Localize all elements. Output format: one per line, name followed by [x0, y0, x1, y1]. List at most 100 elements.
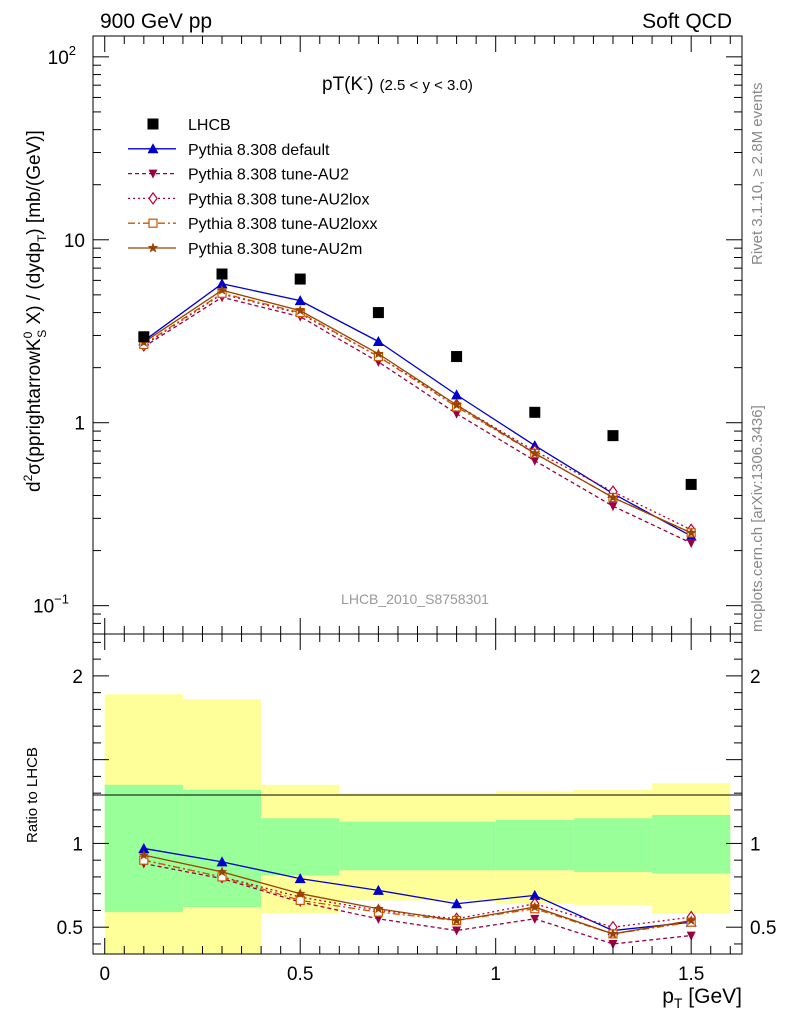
main-y-tick-label: 10 [64, 231, 85, 252]
ratio-series-marker [216, 866, 228, 877]
ratio-band-green [339, 821, 418, 871]
xlabel-sub: T [674, 995, 683, 1011]
ratio-series-marker [452, 926, 462, 936]
ratio-series-line [143, 854, 692, 935]
lhcb-data-point [294, 273, 306, 285]
ratio-series-group [138, 842, 697, 949]
lhcb-data-point [451, 351, 463, 363]
rivet-label: Rivet 3.1.10, ≥ 2.8M events [749, 83, 766, 266]
x-tick-label: 1.5 [678, 964, 704, 985]
ratio-series-marker [608, 939, 618, 949]
ratio-series-marker [373, 914, 383, 924]
x-axis-label: pT [GeV] [662, 985, 742, 1011]
ratio-series-marker [529, 901, 541, 912]
main-y-axis-label: d2σ(pprightarrowK0S X) / (dydpT) [mb/(Ge… [21, 130, 49, 492]
legend-marker [148, 191, 158, 205]
ratio-band-green [652, 814, 731, 874]
main-series-marker [373, 348, 384, 359]
xlabel-p: p [662, 985, 674, 1008]
ratio-series-marker [607, 928, 619, 939]
main-series-marker [372, 335, 384, 346]
x-tick-label: 0 [99, 964, 110, 985]
ratio-series-line [143, 847, 692, 932]
legend-item: Pythia 8.308 tune-AU2 [128, 167, 349, 184]
ratio-y-tick-label-right: 0.5 [750, 918, 776, 939]
lhcb-data-point [607, 430, 619, 442]
ratio-series-marker [216, 856, 228, 867]
ratio-series-marker [685, 914, 697, 925]
legend-marker [147, 118, 159, 130]
main-series-marker [530, 456, 540, 466]
legend-item: Pythia 8.308 tune-AU2lox [128, 191, 369, 208]
main-series-line [143, 292, 692, 534]
ratio-series-marker [294, 873, 306, 884]
x-tick-label: 0.5 [287, 964, 313, 985]
ylabel-sup0: 0 [21, 331, 35, 338]
main-series-marker [686, 539, 696, 549]
legend-marker [148, 169, 158, 179]
legend-label: Pythia 8.308 tune-AU2loxx [188, 216, 377, 233]
ratio-series-marker [451, 898, 463, 909]
main-series-marker [451, 389, 463, 400]
plot-title-close: ) [367, 74, 373, 95]
main-y-tick-label: 1 [74, 414, 85, 435]
ylabel-subT: T [35, 234, 49, 242]
analysis-id: LHCB_2010_S8758301 [341, 591, 489, 607]
ratio-series-line [143, 862, 692, 945]
main-series-marker [216, 284, 228, 295]
ratio-series-marker [294, 888, 306, 899]
ratio-y-tick-label-right: 2 [750, 667, 761, 688]
ylabel-d: d [24, 481, 45, 492]
main-series-marker [608, 502, 618, 512]
main-series-line [143, 293, 692, 531]
main-series-marker [294, 305, 306, 316]
plot-title: pT(K-) (2.5 < y < 3.0) [322, 71, 473, 95]
x-tick-label: 1 [490, 964, 501, 985]
ylabel-sup2: 2 [21, 474, 35, 481]
plot-title-range: (2.5 < y < 3.0) [380, 77, 473, 94]
main-series-marker [607, 492, 619, 502]
plot-title-sup: - [363, 71, 367, 85]
legend-label: Pythia 8.308 default [188, 142, 330, 159]
mcplots-label: mcplots.cern.ch [arXiv:1306.3436] [749, 405, 766, 632]
ratio-series-marker [373, 903, 384, 914]
lhcb-data-point [216, 268, 228, 280]
ratio-series-marker [686, 931, 696, 941]
lhcb-data-point [685, 478, 697, 490]
ratio-band-green [417, 821, 496, 871]
ylabel-sigma: σ(pprightarrowK [24, 338, 45, 475]
ratio-series-marker [138, 849, 150, 860]
ratio-y-axis: 0.5 0.5 1 1 2 2 [57, 641, 776, 945]
ratio-band-green [495, 819, 574, 871]
legend-item: Pythia 8.308 default [128, 142, 330, 159]
ratio-series-marker [529, 889, 541, 900]
ratio-series-marker [295, 895, 305, 905]
ratio-series-marker [138, 842, 150, 853]
lhcb-data-point [372, 307, 384, 319]
ratio-series-marker [372, 884, 384, 895]
main-series-marker [529, 447, 541, 458]
ratio-y-tick-label: 2 [72, 667, 83, 688]
ratio-band-green [182, 789, 262, 908]
ratio-band-green [573, 818, 653, 872]
legend-item: LHCB [147, 117, 231, 134]
main-y-tick-label: 10−1 [33, 592, 69, 618]
lhcb-data-point [529, 406, 541, 418]
ratio-y-tick-label: 1 [72, 834, 83, 855]
main-series-marker [685, 527, 697, 538]
main-series-line [143, 283, 692, 537]
main-series-group [138, 278, 697, 549]
header-left: 900 GeV pp [100, 10, 212, 33]
header-right: Soft QCD [642, 10, 732, 33]
main-series-marker [452, 409, 462, 419]
ratio-band-green [261, 818, 340, 876]
legend-marker [147, 143, 159, 154]
legend-label: Pythia 8.308 tune-AU2lox [188, 191, 369, 208]
ratio-series-line [143, 859, 692, 928]
plot-title-main: pT(K [322, 74, 364, 95]
legend-marker [147, 242, 159, 253]
main-x-ticks [104, 36, 731, 634]
ylabel-post: ) [mb/(GeV)] [24, 130, 45, 235]
legend-marker [148, 218, 158, 228]
